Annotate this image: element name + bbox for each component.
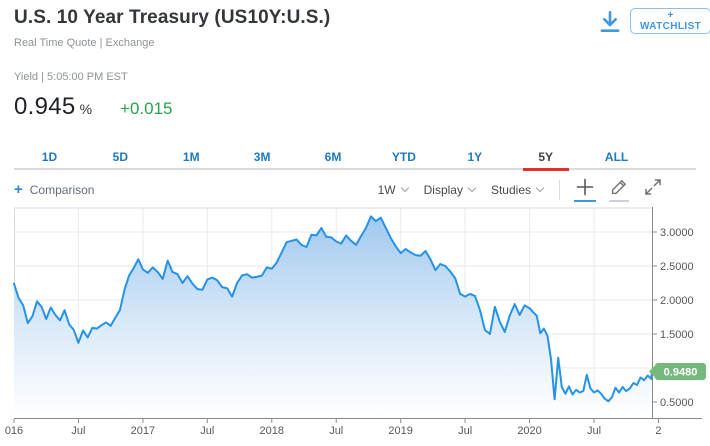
tab-1y[interactable]: 1Y (467, 150, 483, 164)
tab-3m[interactable]: 3M (253, 150, 271, 164)
area-fill (14, 216, 652, 417)
download-icon (597, 10, 623, 38)
tab-1d[interactable]: 1D (41, 150, 58, 164)
fullscreen-button[interactable] (644, 178, 662, 202)
display-dropdown[interactable]: Display (423, 183, 477, 197)
tab-1m[interactable]: 1M (182, 150, 200, 164)
add-watchlist-button[interactable]: + WATCHLIST (630, 8, 710, 34)
display-label: Display (423, 183, 463, 197)
x-tick-label: 2020 (517, 425, 541, 437)
x-tick-label: 2017 (131, 425, 155, 437)
x-tick-label: Jul (200, 425, 214, 437)
comparison-label: Comparison (29, 183, 95, 197)
x-tick-label: 2018 (260, 425, 284, 437)
tab-5y[interactable]: 5Y (510, 146, 581, 171)
tab-5d[interactable]: 5D (112, 150, 128, 164)
studies-dropdown[interactable]: Studies (490, 183, 545, 197)
y-tick-label: 2.5000 (660, 261, 694, 273)
x-tick-label: 2 (655, 425, 661, 437)
toolbar-divider (559, 180, 560, 200)
price-value: 0.945 (14, 93, 76, 120)
current-value-badge (649, 363, 706, 381)
plus-icon: + (14, 181, 23, 198)
x-tick-label: Jul (587, 425, 601, 437)
x-tick-label: Jul (329, 425, 343, 437)
studies-label: Studies (490, 183, 531, 197)
pencil-icon (610, 180, 628, 200)
x-tick-label: Jul (458, 425, 472, 437)
y-tick-label: 3.0000 (660, 227, 694, 239)
interval-label: 1W (377, 183, 396, 197)
price-unit: % (79, 101, 93, 117)
tab-ytd[interactable]: YTD (391, 150, 416, 164)
x-tick-label: 016 (5, 425, 23, 437)
price-row: 0.945% +0.015 (14, 93, 173, 121)
download-button[interactable] (596, 9, 624, 37)
tabs-underline (14, 168, 696, 170)
chevron-down-icon (400, 183, 409, 193)
x-tick-label: 2019 (388, 425, 412, 437)
chevron-down-icon (535, 183, 545, 193)
quote-source: Real Time Quote | Exchange (14, 37, 155, 49)
price-change: +0.015 (120, 99, 173, 118)
crosshair-tool-button[interactable] (574, 178, 596, 202)
current-value-label: 0.9480 (664, 367, 698, 379)
comparison-button[interactable]: + Comparison (14, 181, 95, 198)
interval-dropdown[interactable]: 1W (377, 183, 409, 197)
expand-icon (644, 179, 662, 200)
tab-all[interactable]: ALL (604, 150, 629, 164)
x-tick-label: Jul (71, 425, 85, 437)
tab-6m[interactable]: 6M (324, 150, 342, 164)
crosshair-icon (576, 178, 594, 200)
page-title: U.S. 10 Year Treasury (US10Y:U.S.) (14, 7, 331, 28)
price-chart[interactable]: 016 Jul 2017 Jul 2018 Jul 2019 Jul 2020 Jul 2 3.000… (0, 207, 710, 446)
draw-tool-button[interactable] (609, 178, 629, 202)
chart-toolbar: + Comparison 1W Display Studies (14, 176, 662, 204)
quote-meta: Yield | 5:05:00 PM EST (14, 71, 128, 83)
y-tick-label: 2.0000 (660, 295, 694, 307)
range-tabs: 1D 5D 1M 3M 6M YTD 1Y 5Y ALL (14, 146, 652, 171)
y-tick-label: 0.5000 (660, 397, 694, 409)
y-tick-label: 1.5000 (660, 329, 694, 341)
chevron-down-icon (467, 183, 477, 193)
price-line (13, 215, 653, 403)
